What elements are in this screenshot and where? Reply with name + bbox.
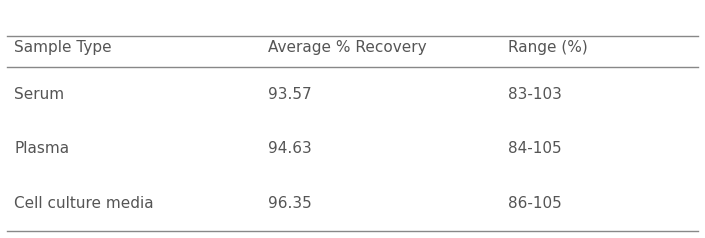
Text: Plasma: Plasma	[14, 141, 69, 156]
Text: 96.35: 96.35	[268, 196, 312, 211]
Text: 94.63: 94.63	[268, 141, 312, 156]
Text: Range (%): Range (%)	[508, 40, 587, 55]
Text: Cell culture media: Cell culture media	[14, 196, 154, 211]
Text: 93.57: 93.57	[268, 86, 312, 102]
Text: Average % Recovery: Average % Recovery	[268, 40, 427, 55]
Text: Serum: Serum	[14, 86, 64, 102]
Text: 83-103: 83-103	[508, 86, 561, 102]
Text: 86-105: 86-105	[508, 196, 561, 211]
Text: Sample Type: Sample Type	[14, 40, 111, 55]
Text: 84-105: 84-105	[508, 141, 561, 156]
